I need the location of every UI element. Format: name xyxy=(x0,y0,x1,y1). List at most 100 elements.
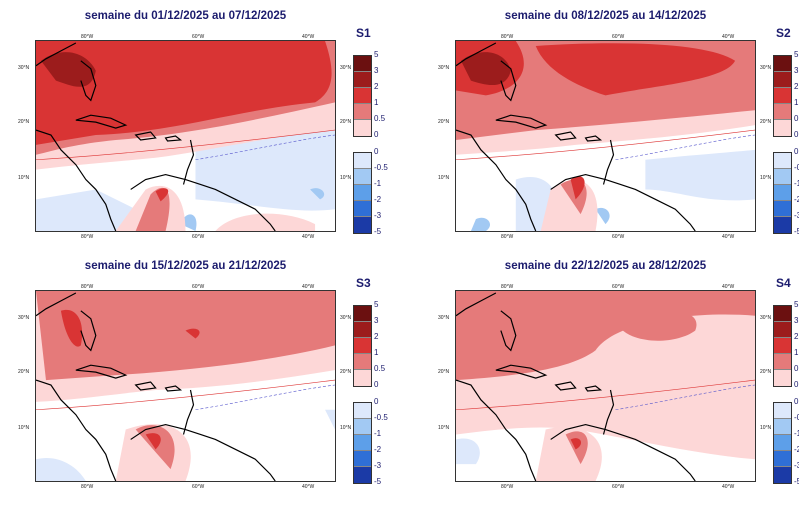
colorbar-label: 0 xyxy=(794,397,799,406)
colorbar-label: 0 xyxy=(374,130,379,139)
colorbar-negative xyxy=(773,152,792,234)
anomaly-area xyxy=(36,409,335,481)
colorbar-label: -2 xyxy=(374,195,382,204)
lon-tick-top: 40°W xyxy=(722,34,735,40)
coastline xyxy=(456,42,696,231)
lon-tick-bottom: 40°W xyxy=(302,484,315,490)
colorbar-label: -5 xyxy=(794,227,799,236)
colorbar-negative xyxy=(353,402,372,484)
colorbar-label: 2 xyxy=(794,82,799,91)
lon-tick-bottom: 40°W xyxy=(302,234,315,240)
colorbar-label: 3 xyxy=(374,316,379,325)
anomaly-area xyxy=(515,149,755,231)
lon-tick-top: 60°W xyxy=(612,284,625,290)
lat-tick-right: 30°N xyxy=(340,65,352,71)
lat-tick-left: 10°N xyxy=(438,425,450,431)
lon-tick-bottom: 40°W xyxy=(722,484,735,490)
anomaly-map xyxy=(35,40,336,232)
lon-tick-top: 60°W xyxy=(192,284,205,290)
map-panel-s4: semaine du 22/12/2025 au 28/12/2025 S4 8… xyxy=(420,250,799,500)
colorbar-label: -1 xyxy=(794,429,799,438)
panel-title: semaine du 01/12/2025 au 07/12/2025 xyxy=(84,10,287,22)
lon-tick-bottom: 80°W xyxy=(501,484,514,490)
lat-tick-right: 20°N xyxy=(760,119,772,125)
colorbar-label: 0.5 xyxy=(374,114,386,123)
colorbar-label: 3 xyxy=(374,66,379,75)
lon-tick-bottom: 60°W xyxy=(612,484,625,490)
coastline xyxy=(456,292,696,481)
lon-tick-bottom: 80°W xyxy=(81,484,94,490)
colorbar-label: 0 xyxy=(794,130,799,139)
colorbar-label: 1 xyxy=(374,348,379,357)
lat-tick-left: 10°N xyxy=(438,175,450,181)
lon-tick-bottom: 80°W xyxy=(81,234,94,240)
colorbar-label: -3 xyxy=(794,461,799,470)
lat-tick-right: 10°N xyxy=(340,175,352,181)
colorbar-label: 5 xyxy=(374,50,379,59)
colorbar-label: 0 xyxy=(374,147,379,156)
lon-tick-top: 80°W xyxy=(501,284,514,290)
colorbar-label: 0 xyxy=(374,397,379,406)
colorbar-negative xyxy=(773,402,792,484)
colorbar-label: -1 xyxy=(374,429,382,438)
anomaly-area xyxy=(36,118,335,231)
anomaly-area xyxy=(36,41,332,202)
coastline xyxy=(36,42,276,231)
anomaly-area xyxy=(456,291,755,465)
colorbar-label: 0 xyxy=(374,380,379,389)
lat-tick-right: 30°N xyxy=(760,315,772,321)
anomaly-area xyxy=(60,309,200,450)
lat-tick-right: 30°N xyxy=(760,65,772,71)
lat-tick-right: 20°N xyxy=(340,369,352,375)
colorbar-label: 0.5 xyxy=(794,364,799,373)
lon-tick-top: 40°W xyxy=(302,284,315,290)
colorbar-label: -0.5 xyxy=(794,413,799,422)
colorbar-label: 0.5 xyxy=(374,364,386,373)
lon-tick-bottom: 80°W xyxy=(501,234,514,240)
lat-tick-left: 20°N xyxy=(438,369,450,375)
lat-tick-left: 30°N xyxy=(438,65,450,71)
lat-tick-left: 30°N xyxy=(438,315,450,321)
lat-tick-right: 10°N xyxy=(760,425,772,431)
lat-tick-left: 30°N xyxy=(18,315,30,321)
anomaly-area xyxy=(40,52,96,87)
colorbar-label: 5 xyxy=(794,300,799,309)
lon-tick-top: 60°W xyxy=(192,34,205,40)
colorbar-label: 2 xyxy=(794,332,799,341)
lat-tick-right: 20°N xyxy=(760,369,772,375)
colorbar-positive xyxy=(773,55,792,137)
lon-tick-top: 60°W xyxy=(612,34,625,40)
lat-tick-right: 20°N xyxy=(340,119,352,125)
lon-tick-top: 40°W xyxy=(302,34,315,40)
anomaly-map xyxy=(455,40,756,232)
colorbar-label: 2 xyxy=(374,82,379,91)
colorbar-label: 0 xyxy=(794,147,799,156)
anomaly-area xyxy=(460,52,511,86)
anomaly-area xyxy=(456,41,755,215)
colorbar-label: 0 xyxy=(794,380,799,389)
lon-tick-bottom: 40°W xyxy=(722,234,735,240)
lon-tick-bottom: 60°W xyxy=(192,234,205,240)
lat-tick-right: 10°N xyxy=(340,425,352,431)
lat-tick-left: 10°N xyxy=(18,175,30,181)
lat-tick-left: 20°N xyxy=(18,369,30,375)
panel-title: semaine du 22/12/2025 au 28/12/2025 xyxy=(504,260,707,272)
lat-tick-right: 10°N xyxy=(760,175,772,181)
colorbar-label: 2 xyxy=(374,332,379,341)
lat-tick-left: 30°N xyxy=(18,65,30,71)
colorbar-label: -3 xyxy=(794,211,799,220)
anomaly-area xyxy=(180,188,325,231)
panel-title: semaine du 08/12/2025 au 14/12/2025 xyxy=(504,10,707,22)
map-panel-s3: semaine du 15/12/2025 au 21/12/2025 S3 8… xyxy=(0,250,400,500)
lon-tick-top: 80°W xyxy=(81,34,94,40)
lon-tick-top: 80°W xyxy=(501,34,514,40)
coastline xyxy=(36,292,276,481)
colorbar-label: 3 xyxy=(794,316,799,325)
lon-tick-bottom: 60°W xyxy=(192,484,205,490)
colorbar-label: 5 xyxy=(374,300,379,309)
anomaly-map xyxy=(35,290,336,482)
colorbar-label: -5 xyxy=(794,477,799,486)
colorbar-label: -2 xyxy=(374,445,382,454)
colorbar-label: -3 xyxy=(374,461,382,470)
panel-label: S2 xyxy=(776,26,791,40)
